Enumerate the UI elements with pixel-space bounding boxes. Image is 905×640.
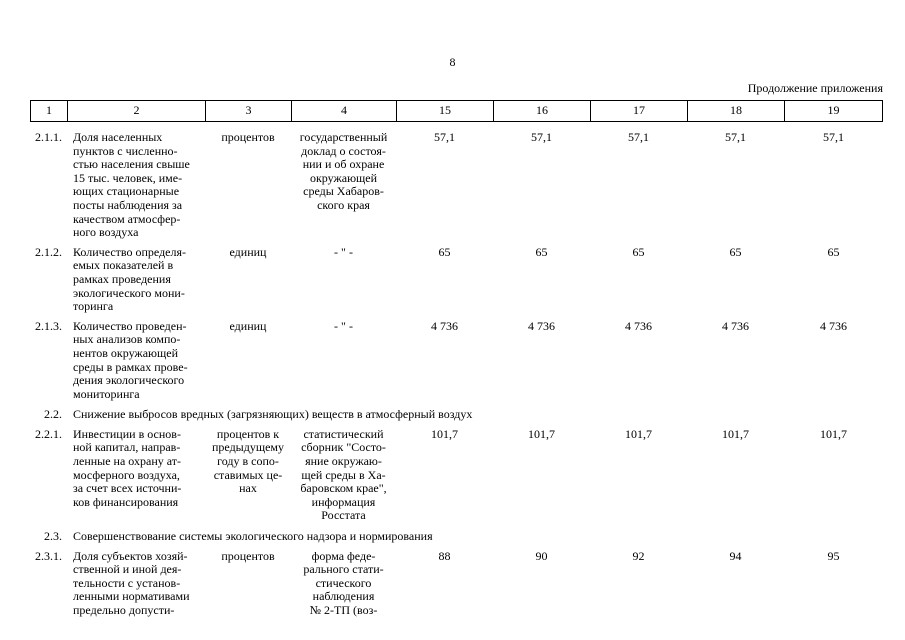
value-col-16: 65 — [535, 244, 548, 259]
value-col-19: 101,7 — [820, 426, 847, 441]
section-row: 2.2. Снижение выбросов вредных (загрязня… — [30, 408, 883, 422]
page-number: 8 — [449, 55, 456, 69]
header-col-2: 2 — [68, 101, 206, 121]
value-col-18: 101,7 — [722, 426, 749, 441]
indicator-name: Доля населенных пунктов с численно- стью… — [73, 130, 190, 240]
header-col-15: 15 — [397, 101, 494, 121]
header-col-16: 16 — [494, 101, 591, 121]
value-col-17: 92 — [632, 548, 645, 563]
header-col-17: 17 — [591, 101, 688, 121]
table-row: 2.3.1. Доля субъектов хозяй- ственной и … — [30, 548, 883, 618]
row-number: 2.2.1. — [35, 426, 62, 441]
table-row: 2.1.2. Количество определя- емых показат… — [30, 244, 883, 314]
indicator-name: Доля субъектов хозяй- ственной и иной де… — [73, 548, 190, 617]
header-col-4: 4 — [292, 101, 397, 121]
table-row: 2.2.1. Инвестиции в основ- ной капитал, … — [30, 426, 883, 523]
indicator-source: государственный доклад о состоя- нии и о… — [299, 130, 388, 212]
indicator-unit: процентов к предыдущему году в сопо- ста… — [211, 426, 285, 496]
section-number: 2.3. — [44, 529, 62, 544]
section-row: 2.3. Совершенствование системы экологиче… — [30, 529, 883, 544]
value-col-16: 90 — [535, 548, 548, 563]
value-col-18: 94 — [729, 548, 742, 563]
value-col-16: 101,7 — [528, 426, 555, 441]
value-col-15: 88 — [438, 548, 451, 563]
indicator-source: - " - — [334, 318, 353, 333]
indicator-name: Количество определя- емых показателей в … — [73, 244, 186, 314]
value-col-19: 57,1 — [823, 130, 844, 144]
value-col-16: 4 736 — [528, 318, 555, 333]
row-number: 2.1.2. — [35, 244, 62, 259]
indicator-unit: процентов — [221, 548, 275, 563]
indicators-table: 1 2 3 4 15 16 17 18 19 2.1.1. Доля насел… — [30, 100, 883, 618]
table-header-row: 1 2 3 4 15 16 17 18 19 — [30, 100, 883, 122]
indicator-unit: единиц — [229, 244, 267, 259]
value-col-15: 57,1 — [434, 130, 455, 144]
row-number: 2.3.1. — [35, 548, 62, 563]
indicator-source: статистический сборник "Состо- яние окру… — [300, 426, 387, 523]
value-col-18: 4 736 — [722, 318, 749, 333]
header-col-18: 18 — [688, 101, 785, 121]
table-row: 2.1.1. Доля населенных пунктов с численн… — [30, 130, 883, 240]
indicator-source: - " - — [334, 244, 353, 259]
indicator-source: форма феде- рального стати- стического н… — [303, 548, 384, 617]
header-col-3: 3 — [206, 101, 292, 121]
section-title: Совершенствование системы экологического… — [73, 529, 433, 544]
indicator-unit: единиц — [229, 318, 267, 333]
section-number: 2.2. — [44, 407, 62, 422]
value-col-17: 65 — [632, 244, 645, 259]
row-number: 2.1.3. — [35, 318, 62, 333]
indicator-name: Количество проведен- ных анализов компо-… — [73, 318, 188, 401]
value-col-17: 101,7 — [625, 426, 652, 441]
table-row: 2.1.3. Количество проведен- ных анализов… — [30, 318, 883, 402]
indicator-name: Инвестиции в основ- ной капитал, направ-… — [73, 426, 182, 509]
value-col-18: 65 — [729, 244, 742, 259]
value-col-18: 57,1 — [725, 130, 746, 144]
value-col-19: 65 — [827, 244, 840, 259]
row-number: 2.1.1. — [35, 130, 62, 144]
value-col-17: 4 736 — [625, 318, 652, 333]
header-col-19: 19 — [827, 103, 840, 117]
continuation-note: Продолжение приложения — [747, 81, 883, 95]
value-col-15: 101,7 — [431, 426, 458, 441]
section-title: Снижение выбросов вредных (загрязняющих)… — [73, 407, 473, 422]
value-col-15: 4 736 — [431, 318, 458, 333]
indicator-unit: процентов — [221, 130, 275, 144]
value-col-19: 4 736 — [820, 318, 847, 333]
value-col-15: 65 — [438, 244, 451, 259]
value-col-16: 57,1 — [531, 130, 552, 144]
header-col-1: 1 — [31, 101, 68, 121]
value-col-17: 57,1 — [628, 130, 649, 144]
value-col-19: 95 — [827, 548, 840, 563]
